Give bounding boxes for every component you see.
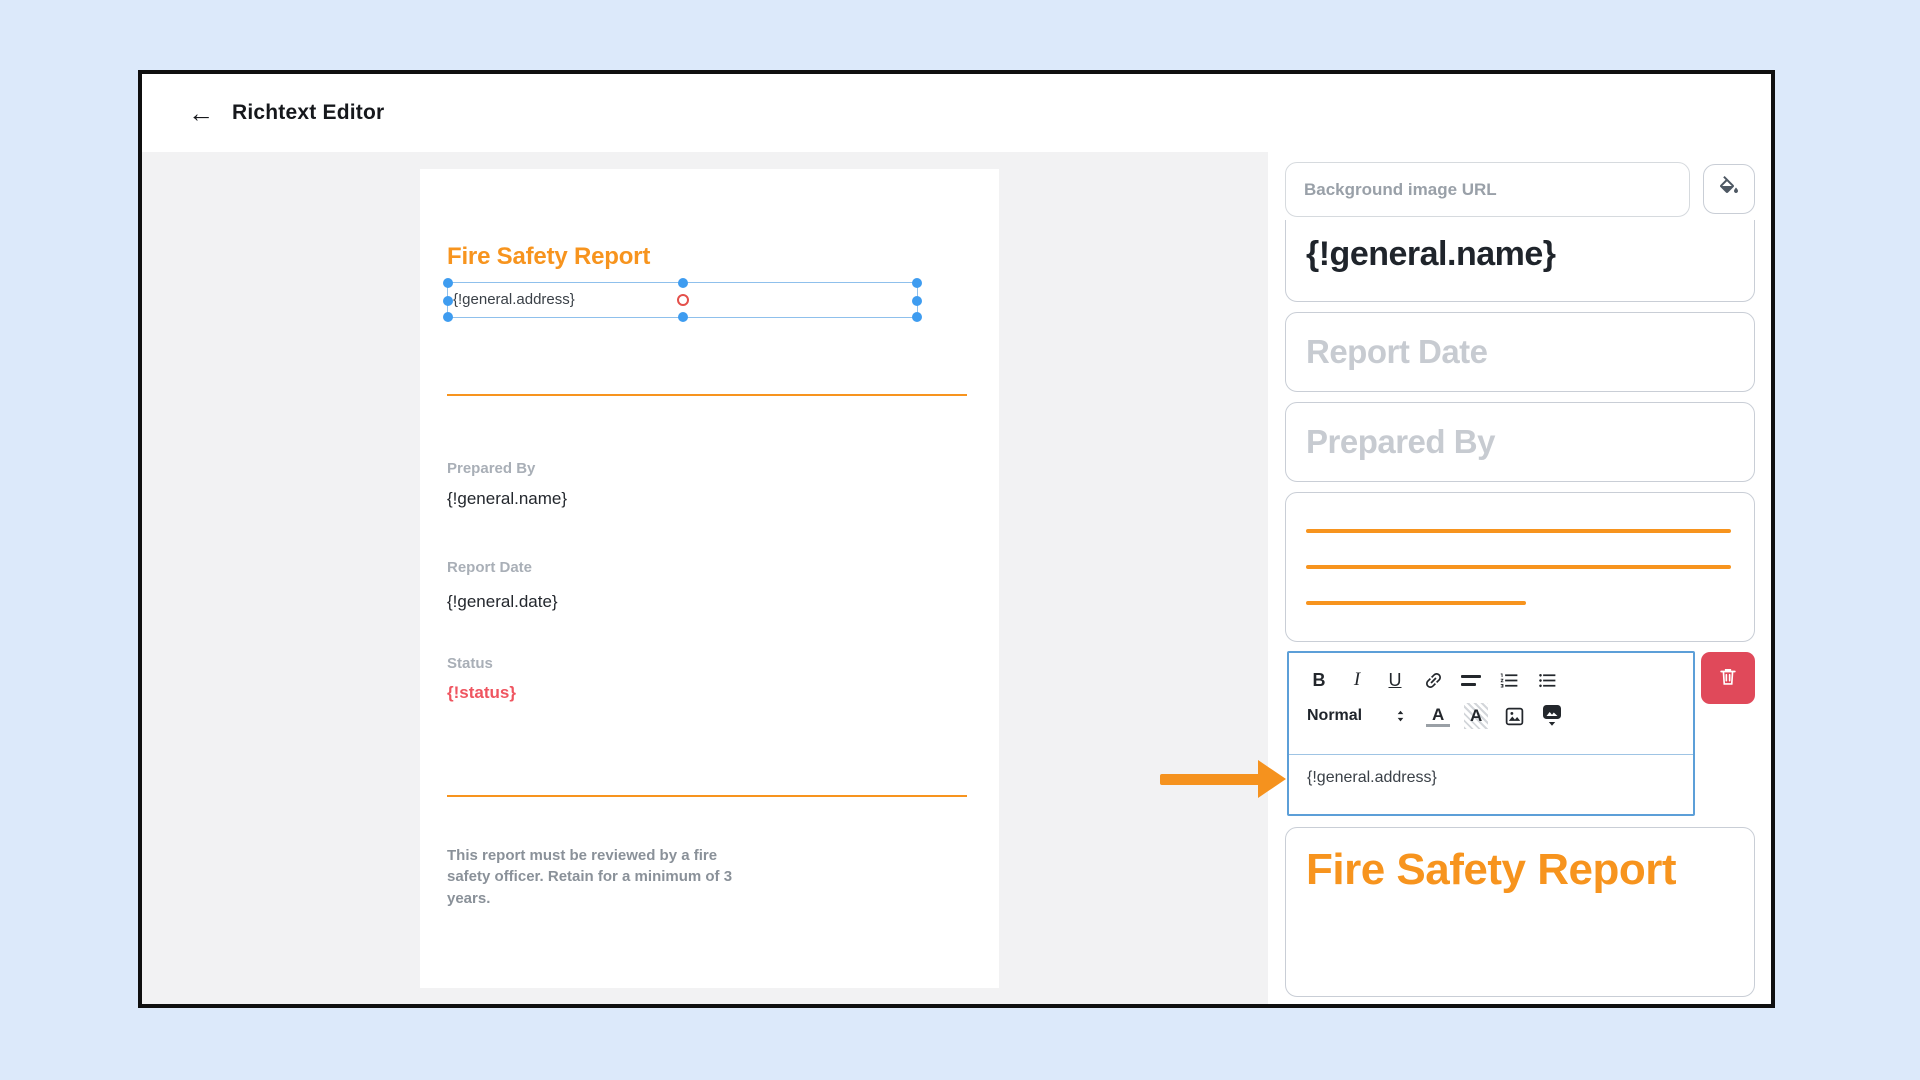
pointer-arrow xyxy=(1160,774,1264,785)
selected-block-text: {!general.address} xyxy=(453,291,575,308)
doc-status-value[interactable]: {!status} xyxy=(447,683,516,702)
trash-icon xyxy=(1717,666,1739,691)
richtext-block-row: B I U xyxy=(1285,651,1755,816)
doc-footer-text[interactable]: This report must be reviewed by a fire s… xyxy=(447,847,733,907)
link-icon[interactable] xyxy=(1421,667,1445,693)
richtext-editor-window: ← Richtext Editor Fire Safety Report {!g… xyxy=(138,70,1775,1008)
richtext-block-editor[interactable]: B I U xyxy=(1287,651,1695,816)
orange-line xyxy=(1306,529,1731,533)
resize-handle-bottom-right[interactable] xyxy=(912,312,922,322)
orange-line xyxy=(1306,601,1526,605)
resize-handle-top-left[interactable] xyxy=(443,278,453,288)
size-stepper-icon[interactable] xyxy=(1388,703,1412,729)
block-placeholder-text: Prepared By xyxy=(1306,423,1495,460)
editor-content[interactable]: {!general.address} xyxy=(1307,769,1437,786)
rotation-anchor[interactable] xyxy=(677,294,689,306)
selected-address-block[interactable]: {!general.address} xyxy=(443,278,922,322)
doc-divider-line-top[interactable] xyxy=(447,394,967,396)
toolbar-divider xyxy=(1289,754,1693,755)
paragraph-format-dropdown[interactable]: Normal xyxy=(1307,707,1363,724)
doc-field-label: Status xyxy=(447,655,493,672)
resize-handle-bottom-mid[interactable] xyxy=(678,312,688,322)
resize-handle-top-mid[interactable] xyxy=(678,278,688,288)
back-arrow-icon[interactable]: ← xyxy=(188,98,214,128)
text-color-button[interactable]: A xyxy=(1426,705,1451,727)
orange-line xyxy=(1306,565,1731,569)
block-title-text: Fire Safety Report xyxy=(1306,845,1676,894)
bullet-list-icon[interactable] xyxy=(1535,667,1559,693)
block-report-date[interactable]: Report Date xyxy=(1285,312,1755,392)
app-header: ← Richtext Editor xyxy=(142,74,1771,152)
page-title: Richtext Editor xyxy=(232,101,385,124)
delete-block-button[interactable] xyxy=(1701,652,1755,704)
block-sidebar: {!general.name} Report Date Prepared By xyxy=(1268,152,1771,1004)
insert-image-icon[interactable] xyxy=(1502,703,1526,729)
toolbar-row-2: Normal A A xyxy=(1307,701,1693,731)
content-row: Fire Safety Report {!general.address} Pr… xyxy=(142,152,1771,1004)
editor-canvas: Fire Safety Report {!general.address} Pr… xyxy=(142,152,1286,1004)
block-general-name[interactable]: {!general.name} xyxy=(1285,220,1755,302)
resize-handle-mid-left[interactable] xyxy=(443,296,453,306)
block-divider-lines[interactable] xyxy=(1285,492,1755,642)
block-text: {!general.name} xyxy=(1306,234,1556,273)
document-preview: Fire Safety Report {!general.address} Pr… xyxy=(420,169,999,988)
paint-bucket-icon xyxy=(1717,175,1741,203)
editor-toolbar: B I U xyxy=(1289,653,1693,731)
block-list: {!general.name} Report Date Prepared By xyxy=(1268,220,1771,1004)
block-prepared-by[interactable]: Prepared By xyxy=(1285,402,1755,482)
background-url-row xyxy=(1268,162,1771,220)
doc-field-label: Prepared By xyxy=(447,460,536,477)
resize-handle-bottom-left[interactable] xyxy=(443,312,453,322)
insert-media-icon[interactable] xyxy=(1540,703,1564,729)
ordered-list-icon[interactable] xyxy=(1497,667,1521,693)
resize-handle-top-right[interactable] xyxy=(912,278,922,288)
doc-divider-line-bottom[interactable] xyxy=(447,795,967,797)
block-document-title[interactable]: Fire Safety Report xyxy=(1285,827,1755,997)
highlight-color-button[interactable]: A xyxy=(1464,703,1489,729)
pointer-arrow-head xyxy=(1258,760,1286,798)
italic-button[interactable]: I xyxy=(1345,667,1369,693)
bold-button[interactable]: B xyxy=(1307,667,1331,693)
background-fill-button[interactable] xyxy=(1703,164,1755,214)
background-url-input[interactable] xyxy=(1285,162,1690,217)
underline-button[interactable]: U xyxy=(1383,667,1407,693)
doc-field-value[interactable]: {!general.date} xyxy=(447,592,558,611)
block-placeholder-text: Report Date xyxy=(1306,333,1488,370)
resize-handle-mid-right[interactable] xyxy=(912,296,922,306)
align-icon[interactable] xyxy=(1459,667,1483,693)
toolbar-row-1: B I U xyxy=(1307,665,1693,695)
doc-field-value[interactable]: {!general.name} xyxy=(447,489,568,508)
doc-field-label: Report Date xyxy=(447,559,533,576)
doc-title-block[interactable]: Fire Safety Report xyxy=(447,243,651,270)
